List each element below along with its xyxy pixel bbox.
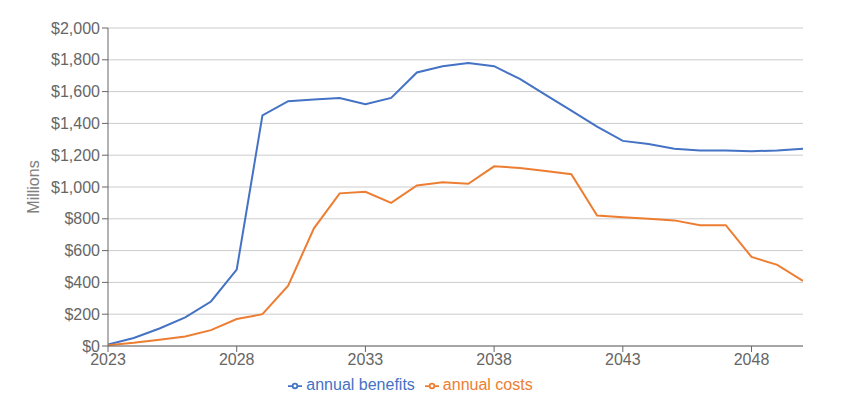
- svg-text:$200: $200: [64, 306, 100, 323]
- svg-text:2023: 2023: [90, 351, 126, 369]
- svg-text:$400: $400: [64, 274, 100, 291]
- svg-text:$600: $600: [64, 242, 100, 259]
- svg-text:2033: 2033: [348, 351, 384, 368]
- svg-text:$1,400: $1,400: [51, 115, 100, 132]
- svg-text:$1,200: $1,200: [51, 147, 100, 164]
- svg-text:$1,600: $1,600: [51, 83, 100, 100]
- svg-text:2038: 2038: [476, 351, 512, 368]
- svg-text:Millions: Millions: [25, 160, 42, 213]
- svg-text:2043: 2043: [605, 351, 641, 368]
- svg-text:2028: 2028: [219, 351, 255, 368]
- svg-text:$0: $0: [82, 338, 100, 355]
- svg-text:$1,000: $1,000: [51, 179, 100, 196]
- svg-text:$2,000: $2,000: [51, 20, 100, 37]
- html-text:annual benefits: annual benefits: [306, 376, 415, 393]
- svg-text:$1,800: $1,800: [51, 51, 100, 68]
- svg-text:$800: $800: [64, 210, 100, 227]
- html-text:annual costs: annual costs: [442, 376, 533, 393]
- svg-text:2048: 2048: [734, 351, 770, 368]
